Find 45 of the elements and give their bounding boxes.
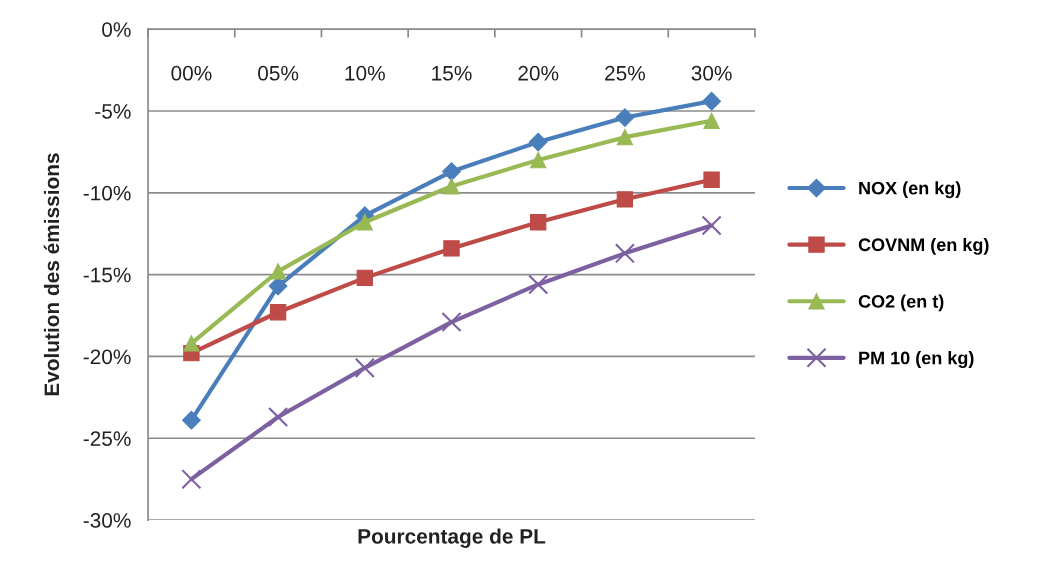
point xyxy=(616,191,634,208)
point xyxy=(616,128,634,146)
point xyxy=(354,357,375,378)
x-tick-label: 25% xyxy=(605,65,646,81)
point xyxy=(528,274,549,295)
point xyxy=(701,215,722,236)
legend-label: CO2 (en t) xyxy=(858,294,944,312)
y-axis-title: Evolution des émissions xyxy=(43,153,60,396)
point xyxy=(530,214,547,231)
point xyxy=(443,240,460,257)
point xyxy=(703,112,720,129)
point xyxy=(356,269,373,287)
y-tick-label: 0% xyxy=(102,22,131,37)
point xyxy=(530,151,547,169)
y-tick-label: -20% xyxy=(83,349,131,365)
point xyxy=(269,263,287,280)
x-tick-label: 30% xyxy=(691,65,732,81)
x-tick-label: 20% xyxy=(518,65,559,81)
point xyxy=(614,243,635,264)
point xyxy=(268,406,289,428)
point xyxy=(441,311,462,333)
point xyxy=(183,335,200,352)
point xyxy=(443,178,460,195)
point xyxy=(528,132,548,152)
x-tick-label: 10% xyxy=(345,65,385,81)
y-tick-label: -5% xyxy=(95,104,131,119)
point xyxy=(442,162,461,181)
legend-label: COVNM (en kg) xyxy=(858,237,989,255)
point xyxy=(181,469,202,490)
x-tick-label: 00% xyxy=(171,65,212,81)
point xyxy=(269,304,287,321)
y-tick-label: -15% xyxy=(83,267,131,283)
point xyxy=(182,410,201,430)
x-tick-label: 15% xyxy=(432,65,472,81)
y-tick-label: -25% xyxy=(83,431,131,446)
point xyxy=(702,91,721,111)
x-axis-title: Pourcentage de PL xyxy=(358,528,546,548)
legend-label: NOX (en kg) xyxy=(859,181,961,199)
point xyxy=(615,108,635,127)
point xyxy=(356,214,373,231)
y-tick-label: -10% xyxy=(83,185,131,201)
point xyxy=(703,171,720,188)
legend-label: PM 10 (en kg) xyxy=(859,351,974,368)
y-tick-label: -30% xyxy=(83,513,131,528)
x-tick-label: 05% xyxy=(258,65,299,81)
